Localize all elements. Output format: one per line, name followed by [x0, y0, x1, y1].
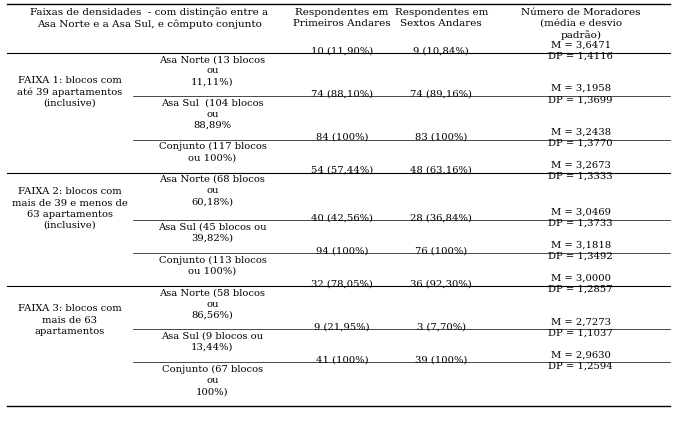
Text: 32 (78,05%): 32 (78,05%): [311, 280, 373, 288]
Text: 54 (57,44%): 54 (57,44%): [311, 166, 373, 175]
Text: 3 (7,70%): 3 (7,70%): [417, 323, 466, 332]
Text: Conjunto (117 blocos
ou 100%): Conjunto (117 blocos ou 100%): [158, 142, 266, 162]
Text: Asa Sul (9 blocos ou
13,44%): Asa Sul (9 blocos ou 13,44%): [161, 332, 263, 352]
Text: M = 3,1958
DP = 1,3699: M = 3,1958 DP = 1,3699: [548, 84, 613, 104]
Text: 10 (11,90%): 10 (11,90%): [311, 46, 373, 55]
Text: 74 (89,16%): 74 (89,16%): [410, 90, 473, 99]
Text: Asa Norte (68 blocos
ou
60,18%): Asa Norte (68 blocos ou 60,18%): [160, 175, 265, 206]
Text: M = 3,6471
DP = 1,4116: M = 3,6471 DP = 1,4116: [548, 41, 613, 61]
Text: Faixas de densidades  - com distinção entre a
Asa Norte e a Asa Sul, e cômputo c: Faixas de densidades - com distinção ent…: [30, 8, 269, 29]
Text: 41 (100%): 41 (100%): [315, 356, 368, 365]
Text: M = 3,1818
DP = 1,3492: M = 3,1818 DP = 1,3492: [548, 241, 613, 261]
Text: 84 (100%): 84 (100%): [315, 133, 368, 142]
Text: 94 (100%): 94 (100%): [315, 246, 368, 256]
Text: Asa Sul (45 blocos ou
39,82%): Asa Sul (45 blocos ou 39,82%): [158, 222, 267, 242]
Text: M = 2,7273
DP = 1,1037: M = 2,7273 DP = 1,1037: [548, 317, 613, 337]
Text: M = 3,2438
DP = 1,3770: M = 3,2438 DP = 1,3770: [548, 128, 613, 147]
Text: Número de Moradores
(média e desvio
padrão): Número de Moradores (média e desvio padr…: [521, 8, 640, 40]
Text: 39 (100%): 39 (100%): [415, 356, 468, 365]
Text: M = 3,0469
DP = 1,3733: M = 3,0469 DP = 1,3733: [548, 208, 613, 228]
Text: Asa Norte (13 blocos
ou
11,11%): Asa Norte (13 blocos ou 11,11%): [159, 56, 265, 87]
Text: FAIXA 3: blocos com
mais de 63
apartamentos: FAIXA 3: blocos com mais de 63 apartamen…: [18, 304, 122, 336]
Text: 40 (42,56%): 40 (42,56%): [311, 213, 373, 222]
Text: 36 (92,30%): 36 (92,30%): [410, 280, 473, 288]
Text: Conjunto (67 blocos
ou
100%): Conjunto (67 blocos ou 100%): [162, 365, 263, 396]
Text: Asa Norte (58 blocos
ou
86,56%): Asa Norte (58 blocos ou 86,56%): [160, 288, 265, 320]
Text: 83 (100%): 83 (100%): [415, 133, 468, 142]
Text: FAIXA 2: blocos com
mais de 39 e menos de
63 apartamentos
(inclusive): FAIXA 2: blocos com mais de 39 e menos d…: [12, 187, 128, 230]
Text: M = 3,2673
DP = 1,3333: M = 3,2673 DP = 1,3333: [548, 160, 613, 181]
Text: Asa Sul  (104 blocos
ou
88,89%: Asa Sul (104 blocos ou 88,89%: [161, 99, 264, 130]
Text: 76 (100%): 76 (100%): [415, 246, 467, 256]
Text: Respondentes em
Primeiros Andares: Respondentes em Primeiros Andares: [293, 8, 391, 28]
Text: 28 (36,84%): 28 (36,84%): [410, 213, 473, 222]
Text: Respondentes em
Sextos Andares: Respondentes em Sextos Andares: [395, 8, 488, 28]
Text: M = 3,0000
DP = 1,2857: M = 3,0000 DP = 1,2857: [548, 274, 613, 294]
Text: 48 (63,16%): 48 (63,16%): [410, 166, 473, 175]
Text: 9 (10,84%): 9 (10,84%): [414, 46, 469, 55]
Text: M = 2,9630
DP = 1,2594: M = 2,9630 DP = 1,2594: [548, 350, 613, 370]
Text: 74 (88,10%): 74 (88,10%): [311, 90, 373, 99]
Text: Conjunto (113 blocos
ou 100%): Conjunto (113 blocos ou 100%): [158, 256, 266, 276]
Text: 9 (21,95%): 9 (21,95%): [314, 323, 370, 332]
Text: FAIXA 1: blocos com
até 39 apartamentos
(inclusive): FAIXA 1: blocos com até 39 apartamentos …: [17, 76, 123, 108]
